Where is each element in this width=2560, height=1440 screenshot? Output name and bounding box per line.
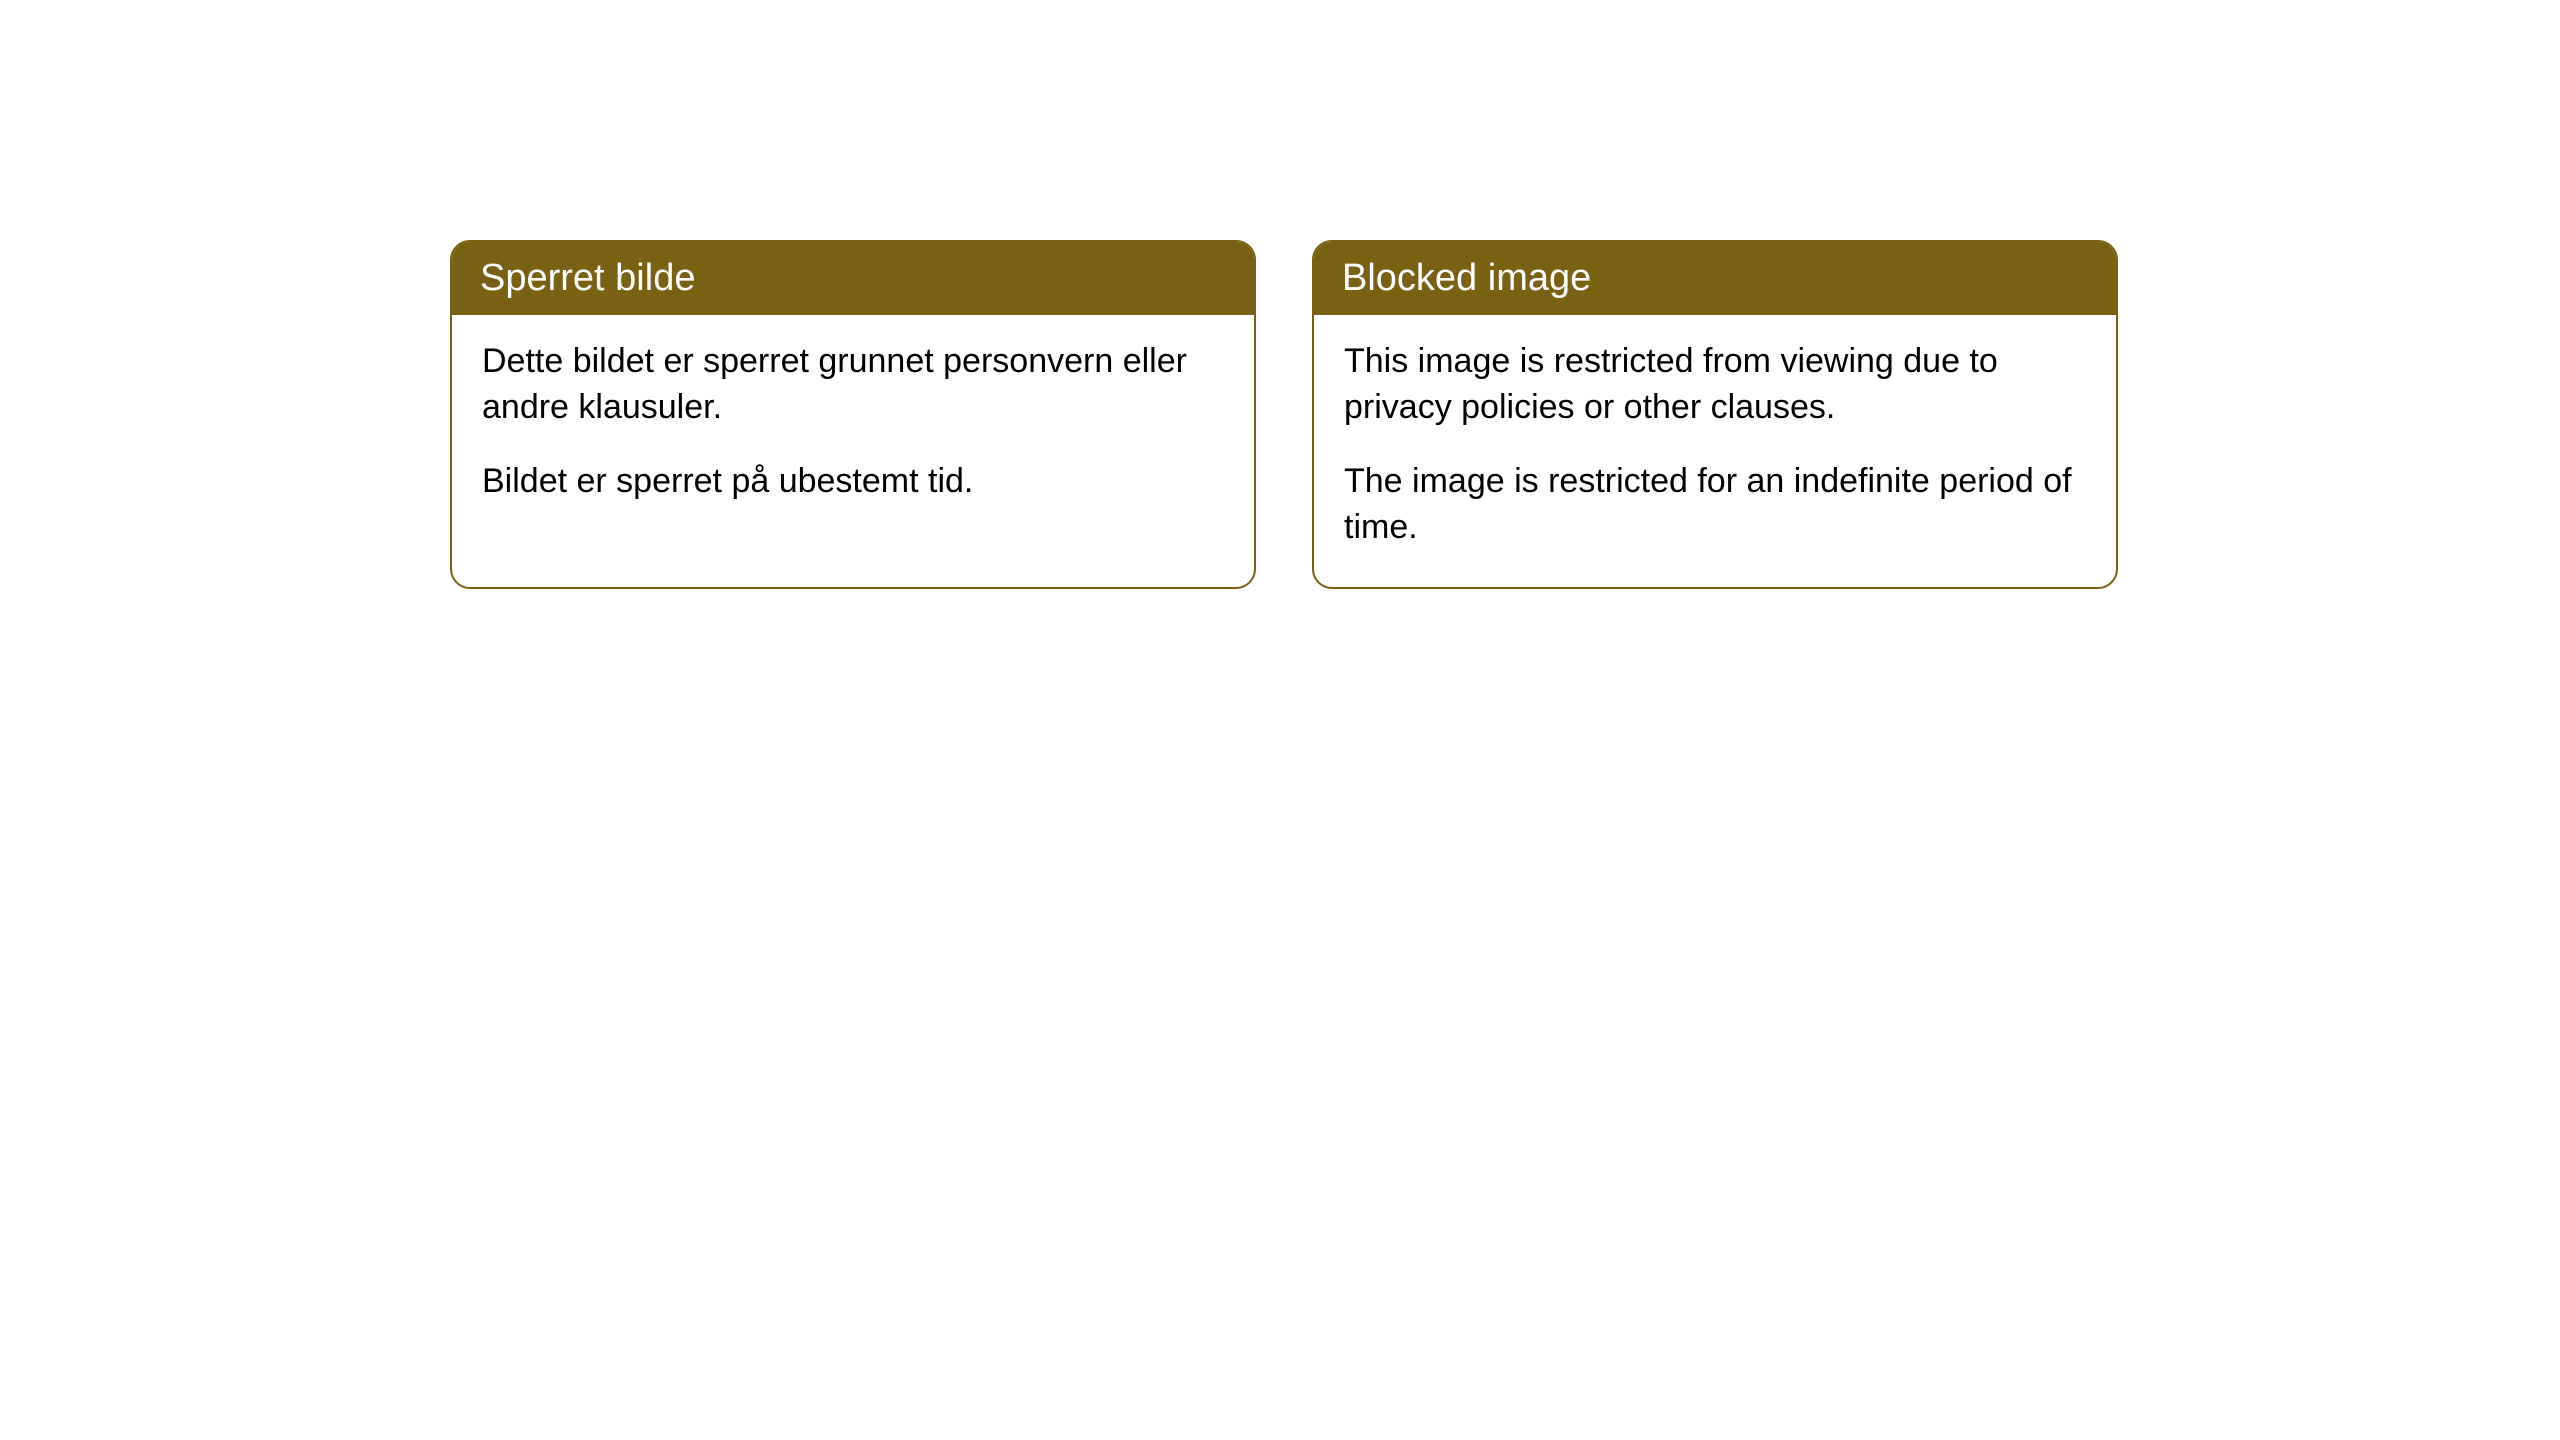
card-paragraph: The image is restricted for an indefinit… [1344,459,2086,551]
card-title: Sperret bilde [452,242,1254,315]
card-body: This image is restricted from viewing du… [1314,315,2116,587]
card-title: Blocked image [1314,242,2116,315]
card-paragraph: Bildet er sperret på ubestemt tid. [482,459,1224,505]
card-paragraph: Dette bildet er sperret grunnet personve… [482,339,1224,431]
notice-card-norwegian: Sperret bilde Dette bildet er sperret gr… [450,240,1256,589]
card-body: Dette bildet er sperret grunnet personve… [452,315,1254,541]
notice-cards-container: Sperret bilde Dette bildet er sperret gr… [0,0,2560,589]
notice-card-english: Blocked image This image is restricted f… [1312,240,2118,589]
card-paragraph: This image is restricted from viewing du… [1344,339,2086,431]
